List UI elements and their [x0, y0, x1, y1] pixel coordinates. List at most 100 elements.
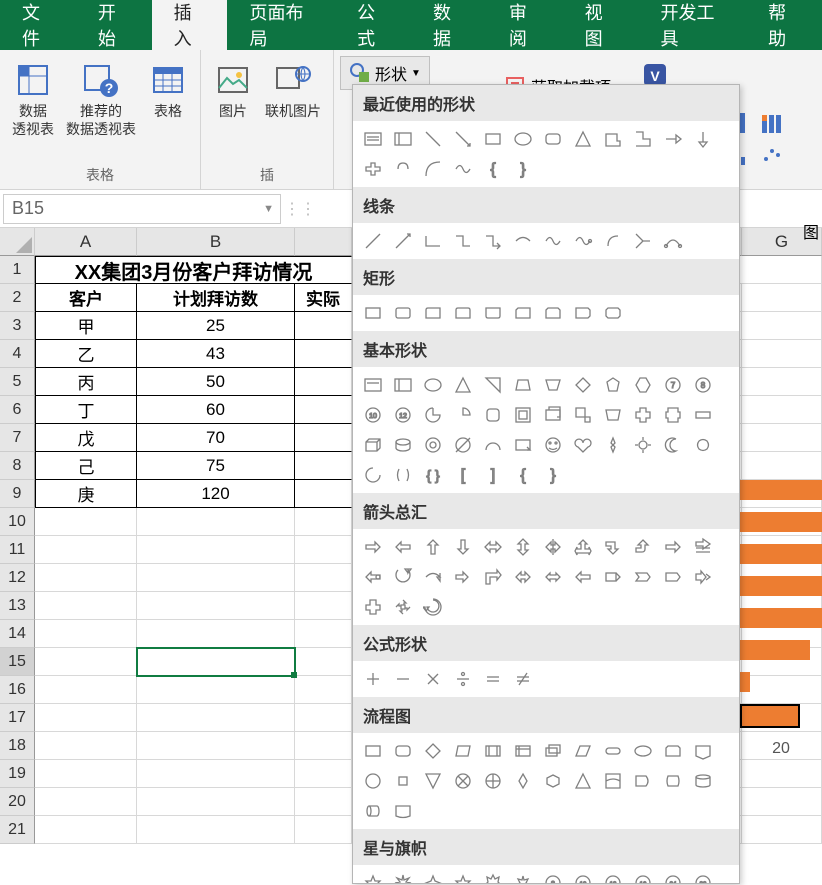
shape-item[interactable]	[569, 227, 597, 255]
row-header[interactable]: 8	[0, 452, 35, 480]
rec-pivot-button[interactable]: ? 推荐的数据透视表	[62, 56, 140, 142]
tab-view[interactable]: 视图	[563, 0, 639, 50]
cell[interactable]	[137, 788, 295, 816]
shape-item[interactable]	[419, 401, 447, 429]
tab-review[interactable]: 审阅	[487, 0, 563, 50]
cell[interactable]	[742, 340, 822, 368]
cell[interactable]	[35, 564, 137, 592]
shape-item[interactable]	[629, 737, 657, 765]
row-header[interactable]: 15	[0, 648, 35, 676]
row-header[interactable]: 19	[0, 760, 35, 788]
shape-item[interactable]	[629, 563, 657, 591]
shape-item[interactable]	[539, 125, 567, 153]
row-header[interactable]: 2	[0, 284, 35, 312]
cell[interactable]	[295, 480, 352, 508]
shape-item[interactable]	[689, 401, 717, 429]
shape-item[interactable]	[359, 227, 387, 255]
shape-item[interactable]	[419, 737, 447, 765]
cell[interactable]	[295, 648, 352, 676]
shape-item[interactable]	[479, 665, 507, 693]
cell[interactable]	[742, 396, 822, 424]
cell[interactable]	[35, 704, 137, 732]
shape-item[interactable]	[359, 737, 387, 765]
shape-item[interactable]	[599, 125, 627, 153]
shape-item[interactable]	[419, 665, 447, 693]
cell[interactable]	[742, 368, 822, 396]
cell[interactable]: 戊	[35, 424, 137, 452]
shape-item[interactable]: }	[539, 461, 567, 489]
shape-item[interactable]	[659, 767, 687, 795]
tab-file[interactable]: 文件	[0, 0, 76, 50]
shape-item[interactable]: ]	[479, 461, 507, 489]
cell[interactable]	[35, 620, 137, 648]
cell[interactable]	[35, 760, 137, 788]
cell[interactable]	[35, 732, 137, 760]
shape-item[interactable]	[359, 371, 387, 399]
shape-item[interactable]	[509, 563, 537, 591]
shape-item[interactable]	[389, 665, 417, 693]
row-header[interactable]: 21	[0, 816, 35, 844]
shape-item[interactable]	[389, 227, 417, 255]
cell[interactable]	[295, 312, 352, 340]
shape-item[interactable]	[539, 767, 567, 795]
cell[interactable]	[742, 788, 822, 816]
shape-item[interactable]	[389, 155, 417, 183]
cell[interactable]: 丁	[35, 396, 137, 424]
shape-item[interactable]	[419, 371, 447, 399]
shape-item[interactable]	[389, 125, 417, 153]
row-header[interactable]: 20	[0, 788, 35, 816]
cell[interactable]	[295, 564, 352, 592]
shape-item[interactable]: 12	[599, 869, 627, 884]
cell[interactable]: 70	[137, 424, 295, 452]
shape-item[interactable]	[659, 431, 687, 459]
cell[interactable]: 120	[137, 480, 295, 508]
shape-item[interactable]	[569, 299, 597, 327]
shape-item[interactable]	[359, 533, 387, 561]
shape-item[interactable]	[449, 533, 477, 561]
shape-item[interactable]	[539, 299, 567, 327]
shape-item[interactable]	[509, 431, 537, 459]
shape-item[interactable]	[419, 533, 447, 561]
shape-item[interactable]	[419, 431, 447, 459]
shape-item[interactable]	[569, 563, 597, 591]
shape-item[interactable]	[629, 533, 657, 561]
shape-item[interactable]	[389, 593, 417, 621]
col-header-b[interactable]: B	[137, 228, 295, 256]
shape-item[interactable]	[509, 869, 537, 884]
cell[interactable]	[742, 312, 822, 340]
shape-item[interactable]: [	[449, 461, 477, 489]
shape-item[interactable]: 8	[539, 869, 567, 884]
shape-item[interactable]	[419, 155, 447, 183]
shape-item[interactable]	[449, 125, 477, 153]
cell[interactable]	[137, 648, 295, 676]
shape-item[interactable]: 32	[689, 869, 717, 884]
cell[interactable]	[295, 536, 352, 564]
shape-item[interactable]	[569, 767, 597, 795]
cell[interactable]	[295, 508, 352, 536]
col-header-c[interactable]	[295, 228, 352, 256]
shape-item[interactable]	[479, 431, 507, 459]
shape-item[interactable]: 10	[359, 401, 387, 429]
shape-item[interactable]	[689, 533, 717, 561]
shape-item[interactable]	[359, 767, 387, 795]
shape-item[interactable]	[449, 431, 477, 459]
name-box[interactable]: B15 ▼	[3, 194, 281, 224]
shape-item[interactable]	[419, 869, 447, 884]
shape-item[interactable]	[479, 737, 507, 765]
cell[interactable]	[295, 592, 352, 620]
row-header[interactable]: 1	[0, 256, 35, 284]
cell[interactable]	[35, 508, 137, 536]
shape-item[interactable]	[629, 125, 657, 153]
shape-item[interactable]: { }	[419, 461, 447, 489]
row-header[interactable]: 12	[0, 564, 35, 592]
cell[interactable]: 计划拜访数	[137, 284, 295, 312]
cell[interactable]	[35, 788, 137, 816]
shape-item[interactable]: 12	[389, 401, 417, 429]
shape-item[interactable]	[599, 299, 627, 327]
shape-item[interactable]	[449, 371, 477, 399]
shape-item[interactable]	[479, 125, 507, 153]
row-header[interactable]: 14	[0, 620, 35, 648]
cell[interactable]	[295, 340, 352, 368]
row-header[interactable]: 6	[0, 396, 35, 424]
shape-item[interactable]	[359, 155, 387, 183]
